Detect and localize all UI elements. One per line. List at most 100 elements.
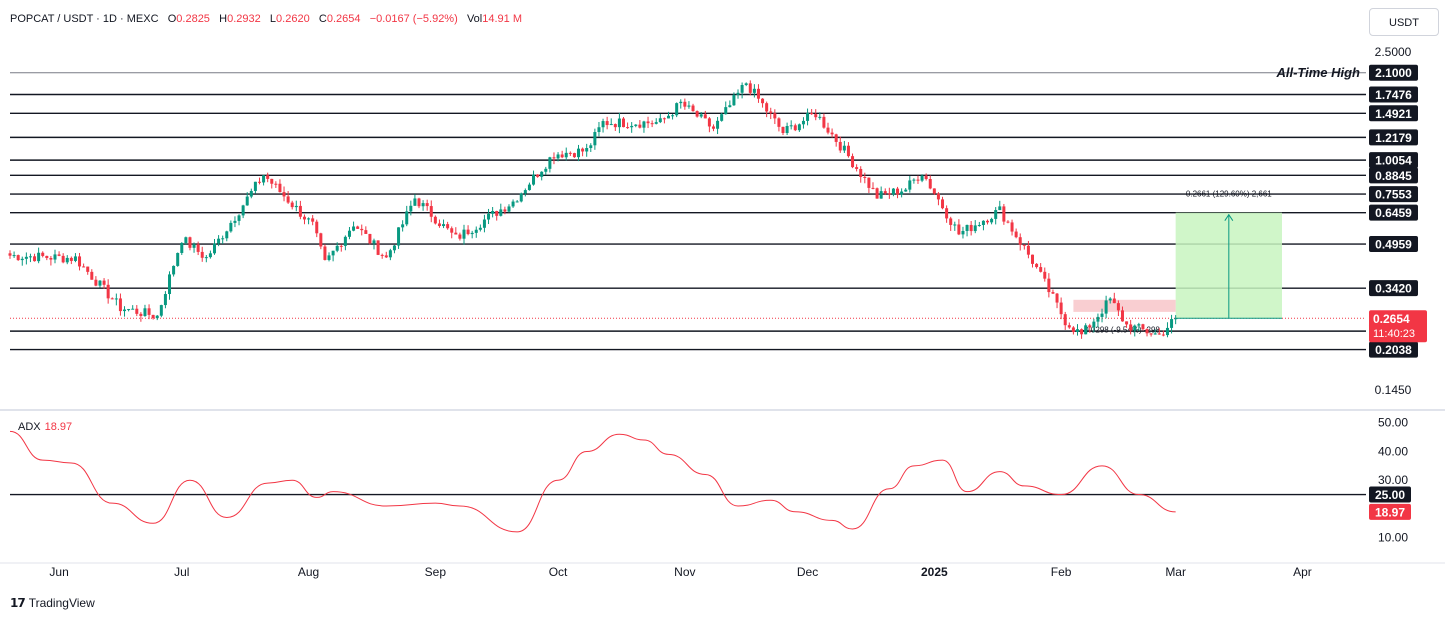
candle [417, 197, 421, 209]
candle-body [666, 115, 670, 119]
candle [184, 236, 188, 245]
candle-body [478, 227, 482, 230]
candle [1022, 244, 1026, 250]
candle-body [421, 203, 425, 207]
candle [466, 225, 470, 236]
candle-body [572, 153, 576, 158]
candle-body [143, 308, 147, 317]
candle [797, 123, 801, 132]
candle [282, 186, 286, 202]
symbol-name[interactable]: POPCAT / USDT · 1D · MEXC [10, 13, 159, 25]
candle-body [1006, 221, 1010, 223]
candle [213, 238, 216, 255]
candle [769, 107, 773, 120]
candle [666, 111, 670, 119]
candle-body [936, 193, 940, 200]
candle [957, 219, 961, 236]
candle [123, 306, 127, 317]
candle-body [977, 225, 981, 227]
candle-body [356, 226, 360, 229]
level-label-text: 0.8845 [1375, 169, 1412, 183]
candle [311, 215, 315, 226]
level-label-text: 1.7476 [1375, 88, 1412, 102]
level-label-text: 1.0054 [1375, 154, 1412, 168]
candle [634, 124, 638, 128]
candle [454, 227, 458, 235]
candle-body [1010, 222, 1014, 232]
candle-body [155, 315, 159, 319]
candle [1161, 330, 1165, 337]
candle-body [196, 244, 200, 252]
candle-body [822, 116, 826, 128]
candle-body [859, 168, 863, 177]
candle-body [233, 220, 237, 223]
adx-value-tag: 18.97 [1369, 503, 1411, 520]
candle [217, 235, 221, 247]
candle-body [1071, 327, 1075, 332]
candle [405, 205, 409, 227]
candle-body [961, 230, 965, 235]
candle [196, 241, 200, 256]
candle-body [589, 145, 593, 149]
open-value: 0.2825 [176, 13, 210, 25]
candle-body [761, 98, 765, 104]
candle [998, 200, 1002, 211]
candle [155, 314, 159, 321]
level-label: 0.7553 [1369, 186, 1418, 203]
candle [756, 84, 760, 103]
candle [605, 116, 609, 130]
candle [879, 186, 883, 199]
candle [961, 226, 965, 239]
candle [560, 150, 564, 159]
candle [12, 251, 16, 258]
candle [302, 214, 306, 225]
candle [1071, 326, 1075, 335]
candle-body [450, 228, 454, 233]
candle-body [425, 203, 429, 207]
candle-body [131, 308, 135, 310]
candle [654, 118, 658, 125]
candle-body [213, 243, 216, 254]
candle [830, 128, 834, 138]
candle [662, 117, 666, 124]
candle-body [687, 105, 691, 107]
candle [135, 305, 139, 317]
candle [556, 152, 560, 162]
candle [1112, 292, 1116, 304]
candle [1035, 263, 1039, 269]
candle-body [286, 196, 290, 203]
vol-label: Vol [466, 13, 483, 25]
currency-button[interactable]: USDT [1369, 8, 1439, 36]
candle-body [617, 118, 621, 128]
candle [339, 244, 343, 252]
candle [920, 174, 924, 183]
candle [1075, 324, 1079, 336]
candle [834, 133, 838, 147]
candle [94, 276, 98, 287]
candle-body [867, 177, 871, 188]
candle-body [106, 284, 110, 299]
candle [1026, 240, 1030, 259]
candle [90, 269, 94, 280]
candle-body [871, 187, 875, 189]
candle [806, 108, 810, 126]
candle-body [1170, 319, 1174, 328]
candle [842, 140, 846, 153]
candle-body [69, 257, 73, 261]
candle-body [523, 190, 527, 194]
candle [568, 151, 572, 157]
candle-body [401, 224, 405, 228]
candle [24, 252, 28, 265]
time-axis-label: Apr [1293, 565, 1312, 579]
tradingview-brand[interactable]: 𝟭𝟳 TradingView [10, 596, 95, 610]
candle [470, 230, 474, 239]
candle [945, 205, 949, 223]
level-label: 0.4959 [1369, 236, 1418, 253]
candle-body [740, 84, 744, 93]
candle-body [409, 205, 413, 212]
level-label-text: 0.2038 [1375, 343, 1412, 357]
level-label-bg [1369, 341, 1418, 358]
adx-indicator-label[interactable]: ADX 18.97 [18, 421, 72, 433]
candle-body [188, 237, 192, 248]
